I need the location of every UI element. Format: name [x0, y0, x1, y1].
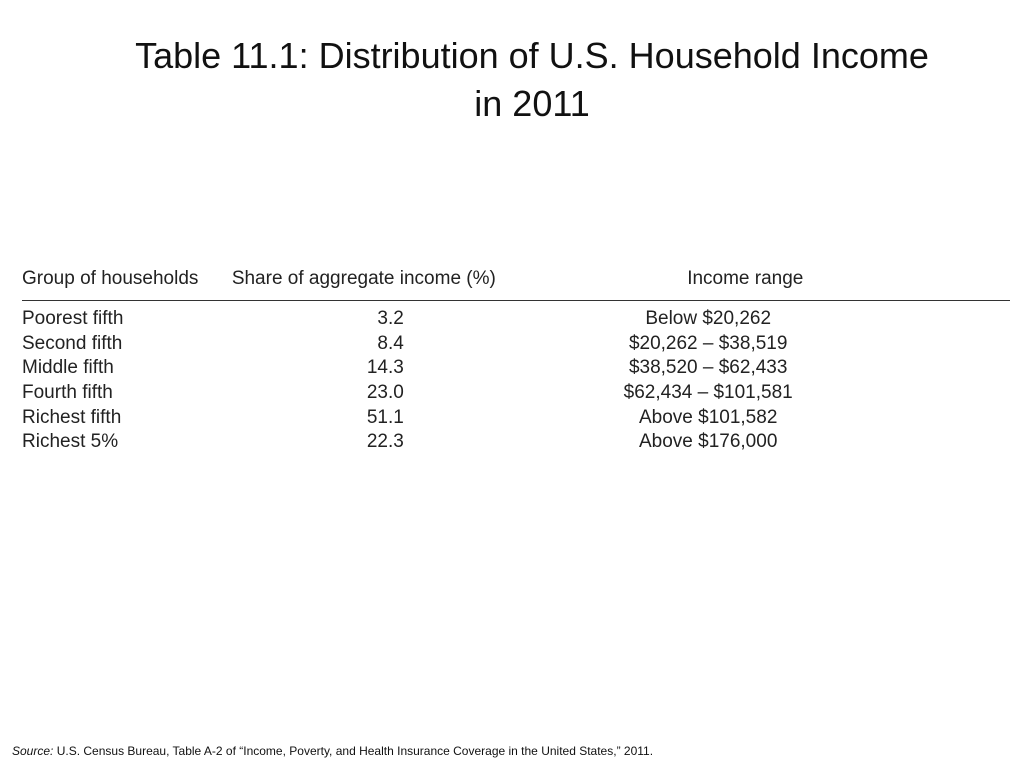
cell-group: Fourth fifth: [22, 382, 113, 404]
cell-share-container: 3.2: [226, 301, 577, 332]
cell-range-container: $62,434 – $101,581: [577, 381, 1010, 406]
header-group: Group of households: [22, 264, 226, 301]
cell-range: $62,434 – $101,581: [623, 382, 793, 404]
header-share: Share of aggregate income (%): [225, 264, 578, 301]
cell-range: Below $20,262: [645, 308, 772, 330]
cell-group: Middle fifth: [22, 357, 114, 379]
source-label: Source:: [12, 744, 54, 758]
table-row: Middle fifth 14.3 $38,520 – $62,433: [22, 356, 1010, 381]
title-line-2: in 2011: [474, 83, 590, 124]
cell-share: 8.4: [377, 332, 404, 354]
table-row: Richest fifth 51.1 Above $101,582: [22, 405, 1010, 430]
cell-group: Richest fifth: [22, 406, 122, 428]
cell-range-container: $38,520 – $62,433: [577, 356, 1010, 381]
source-note: Source: U.S. Census Bureau, Table A-2 of…: [12, 744, 653, 758]
table-header-row: Group of households Share of aggregate i…: [22, 264, 1010, 301]
cell-group: Poorest fifth: [22, 308, 124, 330]
cell-range: $20,262 – $38,519: [628, 332, 788, 354]
header-range: Income range: [577, 264, 1010, 301]
page-title: Table 11.1: Distribution of U.S. Househo…: [60, 32, 1004, 128]
table-row: Fourth fifth 23.0 $62,434 – $101,581: [22, 381, 1010, 406]
cell-share-container: 8.4: [226, 332, 577, 357]
table-row: Second fifth 8.4 $20,262 – $38,519: [22, 332, 1010, 357]
cell-share: 23.0: [366, 382, 404, 404]
cell-range-container: Above $176,000: [577, 430, 1010, 455]
cell-share: 22.3: [366, 431, 404, 453]
title-line-1: Table 11.1: Distribution of U.S. Househo…: [135, 35, 929, 76]
cell-range: Above $176,000: [638, 431, 778, 453]
cell-range: $38,520 – $62,433: [628, 357, 788, 379]
cell-group: Richest 5%: [22, 431, 119, 453]
table-row: Poorest fifth 3.2 Below $20,262: [22, 301, 1010, 332]
cell-range-container: Below $20,262: [577, 301, 1010, 332]
cell-range-container: Above $101,582: [577, 405, 1010, 430]
cell-share: 14.3: [366, 357, 404, 379]
cell-share-container: 23.0: [226, 381, 577, 406]
cell-share-container: 14.3: [226, 356, 577, 381]
cell-share-container: 51.1: [226, 405, 577, 430]
income-distribution-table: Group of households Share of aggregate i…: [22, 264, 1010, 455]
source-text: U.S. Census Bureau, Table A-2 of “Income…: [56, 744, 654, 758]
cell-range-container: $20,262 – $38,519: [577, 332, 1010, 357]
cell-share: 3.2: [377, 308, 404, 330]
cell-group: Second fifth: [22, 332, 123, 354]
cell-range: Above $101,582: [638, 406, 778, 428]
cell-share: 51.1: [366, 406, 404, 428]
table-row: Richest 5% 22.3 Above $176,000: [22, 430, 1010, 455]
cell-share-container: 22.3: [226, 430, 577, 455]
